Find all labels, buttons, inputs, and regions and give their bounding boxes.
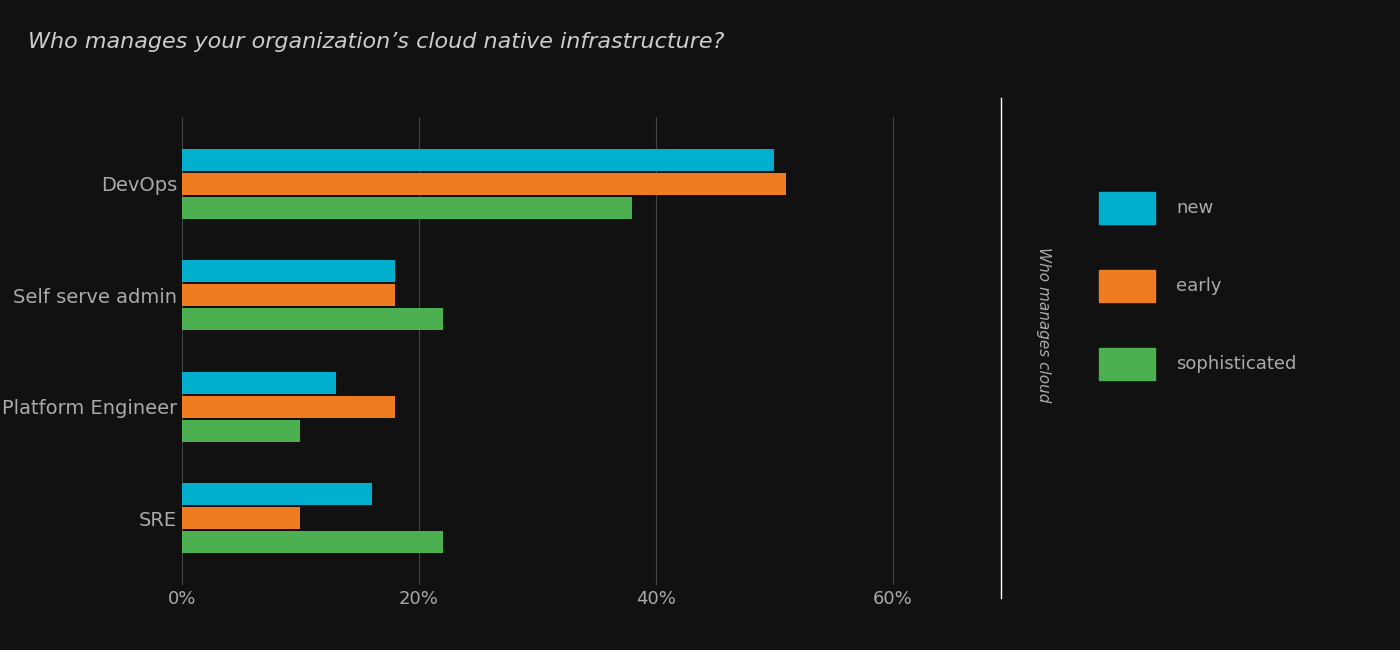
Text: early: early: [1176, 277, 1221, 295]
Bar: [182, 149, 774, 171]
Bar: [182, 372, 336, 394]
Bar: [182, 308, 442, 330]
Bar: [182, 507, 301, 529]
Bar: [182, 173, 787, 195]
Bar: [182, 197, 633, 219]
Text: Who manages your organization’s cloud native infrastructure?: Who manages your organization’s cloud na…: [28, 32, 724, 53]
Bar: [182, 531, 442, 553]
Bar: [182, 396, 395, 418]
Text: sophisticated: sophisticated: [1176, 355, 1296, 373]
Text: Who manages cloud: Who manages cloud: [1036, 247, 1051, 403]
Bar: [182, 483, 371, 505]
Bar: [182, 284, 395, 306]
Text: new: new: [1176, 199, 1214, 217]
Bar: [182, 260, 395, 283]
Bar: [182, 419, 301, 442]
